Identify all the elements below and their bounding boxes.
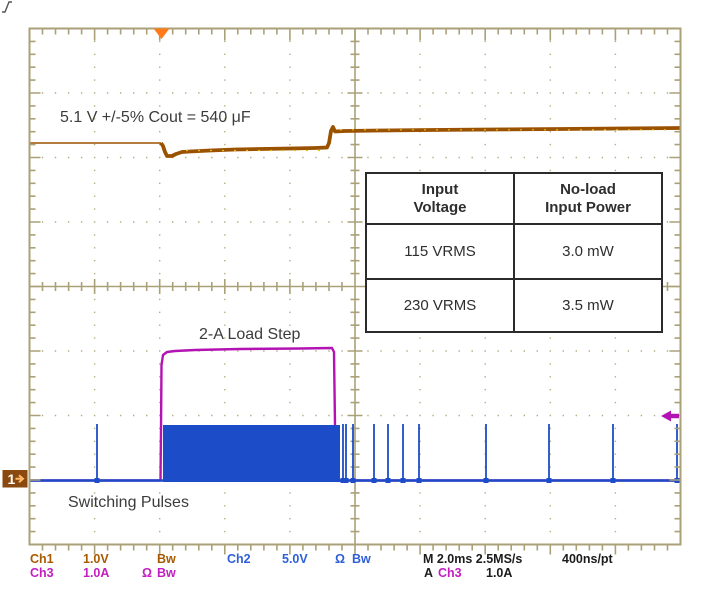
ch3-bandwidth-readout: Bw <box>157 566 176 580</box>
svg-text:1: 1 <box>8 471 16 487</box>
output-voltage-annotation: 5.1 V +/-5% Cout = 540 μF <box>60 109 251 126</box>
header-line: Input Power <box>545 198 631 216</box>
ch2-scale-readout: 5.0V <box>282 552 308 566</box>
header-line: No-load <box>560 180 616 198</box>
ch2-switching-trace <box>29 424 680 483</box>
table-cell-3-0mw: 3.0 mW <box>515 225 661 280</box>
table-header-no-load-input-power: No-load Input Power <box>515 174 661 225</box>
ch1-scale-readout: 1.0V <box>83 552 109 566</box>
ch2-coupling-readout: Ω <box>335 552 346 566</box>
resolution-readout: 400ns/pt <box>562 552 613 566</box>
graticule-border <box>28 27 682 555</box>
load-step-annotation: 2-A Load Step <box>199 326 301 343</box>
table-cell-230vrms: 230 VRMS <box>367 280 515 331</box>
timebase-readout: M 2.0ms 2.5MS/s <box>423 552 523 566</box>
rising-edge-icon <box>2 1 12 13</box>
ch1-ground-marker: 1 <box>2 470 28 488</box>
table-header-input-voltage: Input Voltage <box>367 174 515 225</box>
table-cell-115vrms: 115 VRMS <box>367 225 515 280</box>
ch2-bandwidth-readout: Bw <box>352 552 371 566</box>
trigger-source-readout: Ch3 <box>438 566 462 580</box>
ch3-coupling-readout: Ω <box>142 566 153 580</box>
ch1-output-voltage-trace <box>29 125 681 158</box>
ch1-label-readout: Ch1 <box>30 552 54 566</box>
ch3-label-readout: Ch3 <box>30 566 54 580</box>
ch2-label-readout: Ch2 <box>227 552 251 566</box>
trigger-mode-readout: A <box>424 566 434 580</box>
table-cell-3-5mw: 3.5 mW <box>562 296 614 314</box>
trigger-level-arrow-icon <box>661 410 679 422</box>
trigger-position-icon <box>153 28 170 39</box>
trigger-level-readout: 1.0A <box>486 566 513 580</box>
no-load-power-table: Input Voltage No-load Input Power 115 VR… <box>365 172 663 333</box>
header-line: Input <box>421 180 459 198</box>
header-line: Voltage <box>413 198 467 216</box>
ch1-bandwidth-readout: Bw <box>157 552 176 566</box>
switching-pulses-annotation: Switching Pulses <box>68 494 189 511</box>
ch3-scale-readout: 1.0A <box>83 566 110 580</box>
